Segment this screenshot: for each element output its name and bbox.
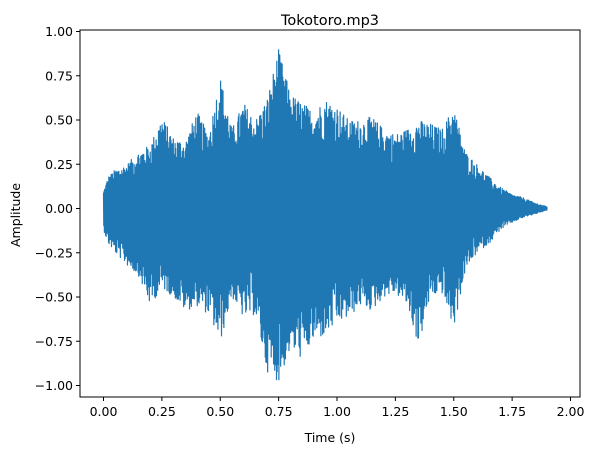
y-axis-label: Amplitude [8,183,23,247]
y-tick-label: 1.00 [45,24,73,39]
x-tick-label: 1.00 [323,404,351,419]
waveform-series-line [102,49,548,381]
x-tick-label: 2.00 [557,404,585,419]
y-tick-label: −1.00 [35,378,73,393]
plot-area [79,29,581,398]
x-tick-label: 1.25 [381,404,409,419]
chart-title: Tokotoro.mp3 [280,13,379,29]
y-tick-label: 0.75 [45,68,73,83]
y-tick-label: 0.50 [45,113,73,128]
y-axis-ticks: −1.00 −0.75 −0.50 −0.25 0.00 0.25 0.50 0.75 1.00 [35,24,80,393]
x-tick-label: 0.50 [206,404,234,419]
x-tick-label: 1.75 [498,404,526,419]
axes-frame [79,29,581,398]
x-tick-label: 0.00 [90,404,118,419]
y-tick-label: −0.25 [35,245,73,260]
x-tick-label: 1.50 [440,404,468,419]
x-axis-ticks: 0.00 0.25 0.50 0.75 1.00 1.25 1.50 1.75 2.00 [90,397,585,419]
y-tick-label: −0.50 [35,290,73,305]
x-tick-label: 0.25 [148,404,176,419]
y-tick-label: −0.75 [35,334,73,349]
x-axis-label: Time (s) [304,430,356,445]
y-tick-label: 0.00 [45,201,73,216]
y-tick-label: 0.25 [45,157,73,172]
x-tick-label: 0.75 [265,404,293,419]
